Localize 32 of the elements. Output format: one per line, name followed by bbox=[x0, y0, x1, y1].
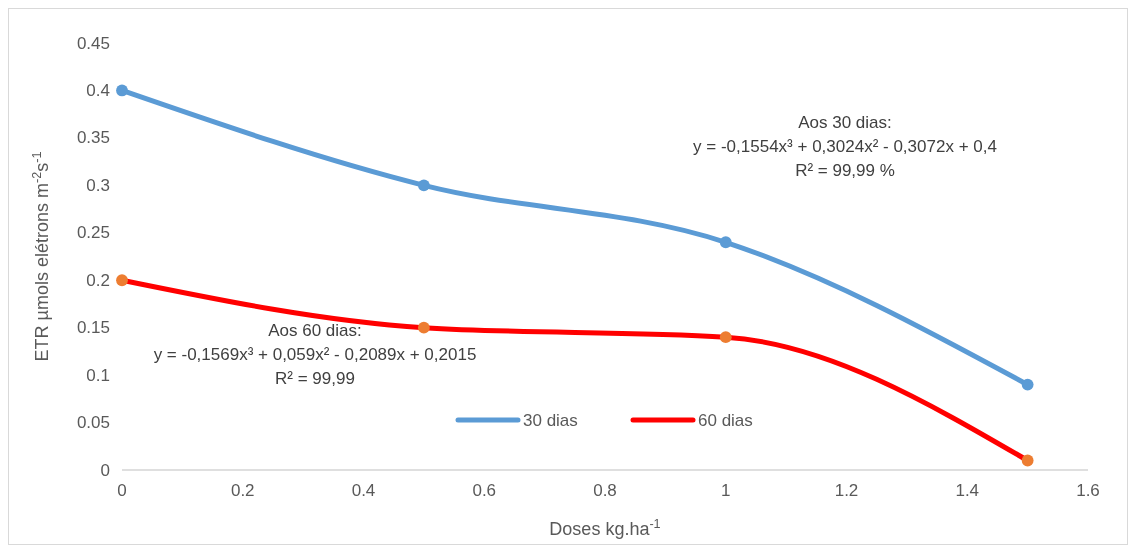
legend-label: 60 dias bbox=[698, 410, 753, 430]
x-tick-label: 0.4 bbox=[351, 481, 376, 500]
x-tick-label: 0.2 bbox=[230, 481, 255, 500]
legend-label: 30 dias bbox=[523, 410, 578, 430]
point bbox=[719, 331, 732, 344]
point bbox=[116, 274, 128, 287]
x-tick-label: 1.6 bbox=[1076, 481, 1100, 500]
y-tick-label: 0.25 bbox=[76, 223, 110, 243]
point bbox=[1021, 454, 1034, 467]
y-tick-label: 0.1 bbox=[86, 365, 110, 385]
y-tick-label: 0.15 bbox=[76, 318, 110, 338]
point bbox=[417, 179, 430, 192]
y-tick-label: 0.4 bbox=[86, 80, 110, 100]
annotation: Aos 60 dias: y = -0,1569x³ + 0,059x² - 0,2089x + 0,2015 R² = 99,99 bbox=[153, 321, 477, 388]
point bbox=[719, 236, 732, 249]
y-tick-label: 0.3 bbox=[86, 175, 110, 195]
annotation: Aos 30 dias: y = -0,1554x³ + 0,3024x² - 0,3072x + 0,4 R² = 99,99 % bbox=[693, 113, 997, 180]
y-tick-label: 0 bbox=[100, 460, 110, 480]
y-tick-label: 0.45 bbox=[76, 33, 110, 53]
x-tick-label: 1 bbox=[721, 481, 731, 500]
x-axis-title: Doses kg.ha$^{-1}$ bbox=[549, 517, 661, 539]
x-tick-label: 0.8 bbox=[593, 481, 617, 500]
y-tick-label: 0.35 bbox=[76, 128, 110, 148]
y-tick-label: 0.2 bbox=[86, 270, 110, 290]
x-tick-label: 0.6 bbox=[472, 481, 497, 500]
point bbox=[417, 321, 430, 334]
x-tick-label: 1.4 bbox=[955, 481, 980, 500]
point bbox=[1021, 378, 1034, 391]
x-tick-label: 1.2 bbox=[834, 481, 859, 500]
y-tick-label: 0.05 bbox=[76, 413, 110, 433]
point bbox=[116, 84, 128, 97]
x-tick-label: 0 bbox=[117, 481, 127, 500]
